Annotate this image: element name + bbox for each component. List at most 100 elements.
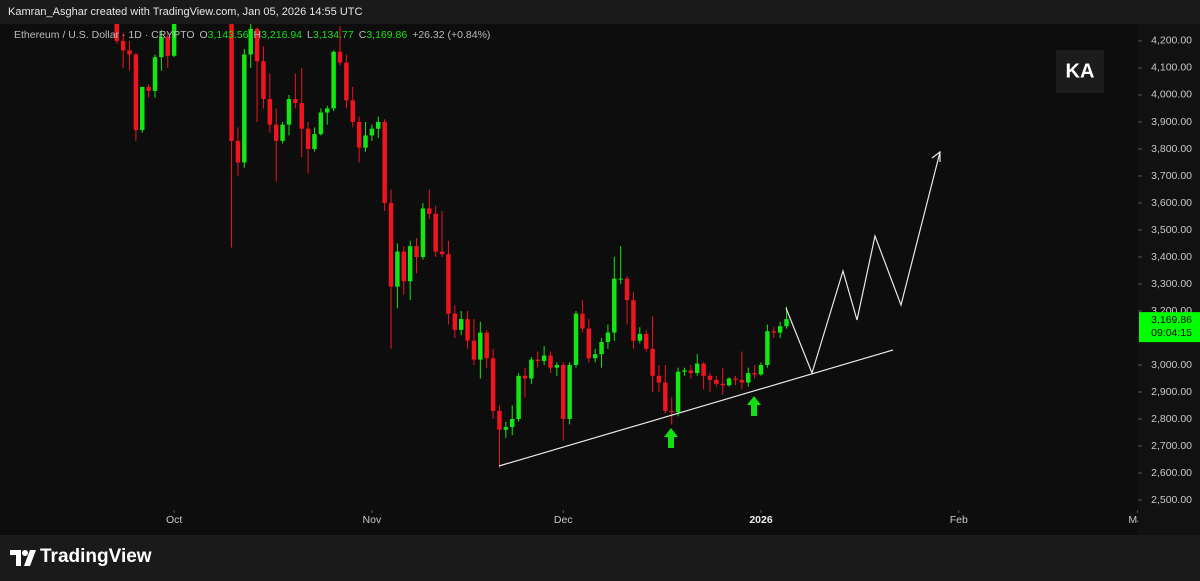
logo-box bbox=[1056, 50, 1104, 93]
candle-body bbox=[516, 375, 521, 420]
candle-body bbox=[784, 319, 789, 327]
candle-body bbox=[242, 54, 247, 163]
candle-body bbox=[701, 363, 706, 376]
candle-body bbox=[497, 410, 502, 430]
candle-body bbox=[273, 124, 279, 141]
candle-body bbox=[771, 331, 776, 333]
y-tick-label: 3,700.00 bbox=[1151, 170, 1192, 182]
candle-body bbox=[714, 379, 719, 384]
candle-body bbox=[669, 410, 674, 413]
brand-icon bbox=[10, 550, 36, 566]
candle-body bbox=[490, 358, 496, 411]
drawings bbox=[498, 150, 941, 467]
candle-body bbox=[344, 62, 349, 101]
candle-body bbox=[369, 128, 375, 136]
y-tick-label: 4,000.00 bbox=[1151, 89, 1192, 101]
x-tick-label: 2026 bbox=[749, 514, 773, 526]
y-tick-label: 2,700.00 bbox=[1151, 440, 1192, 452]
projection-arrowhead bbox=[931, 150, 941, 162]
candle-body bbox=[484, 332, 489, 359]
candle-body bbox=[376, 121, 381, 129]
candle-body bbox=[561, 364, 566, 420]
candle-body bbox=[452, 313, 458, 330]
candle-body bbox=[171, 24, 177, 56]
candle-body bbox=[363, 135, 368, 148]
candle-body bbox=[746, 373, 751, 383]
candle-body bbox=[522, 375, 528, 379]
candle-body bbox=[427, 208, 432, 214]
candle-body bbox=[503, 427, 509, 430]
candle-body bbox=[458, 319, 464, 330]
x-tick-label: Oct bbox=[166, 514, 182, 526]
candle-body bbox=[261, 61, 266, 100]
legend-key: O bbox=[199, 29, 208, 41]
price-axis bbox=[1138, 24, 1200, 535]
candle-body bbox=[618, 278, 623, 280]
candle-body bbox=[694, 363, 700, 374]
candle-body bbox=[509, 419, 515, 428]
candle-body bbox=[318, 112, 324, 135]
candle-body bbox=[159, 36, 164, 58]
candle-body bbox=[548, 355, 553, 368]
candle-body bbox=[439, 251, 445, 255]
candle-body bbox=[656, 375, 662, 383]
candle-body bbox=[612, 278, 617, 333]
legend-value: 3,134.77 bbox=[312, 29, 354, 41]
y-tick-label: 3,600.00 bbox=[1151, 197, 1192, 209]
candle-body bbox=[752, 373, 757, 375]
candle-body bbox=[554, 364, 560, 368]
candle-body bbox=[765, 331, 770, 365]
candle-body bbox=[726, 378, 732, 386]
plot-area bbox=[114, 24, 789, 468]
x-tick-label: Feb bbox=[950, 514, 968, 526]
candle-body bbox=[305, 128, 311, 149]
candle-body bbox=[133, 54, 139, 131]
candle-body bbox=[688, 370, 694, 374]
candle-body bbox=[293, 99, 298, 104]
candle-body bbox=[331, 51, 336, 109]
time-axis: Oct Nov Dec 2026 Feb Mar bbox=[166, 510, 1138, 526]
candle-body bbox=[529, 359, 534, 379]
candle-body bbox=[114, 24, 119, 41]
candle-body bbox=[465, 319, 470, 341]
candle-body bbox=[573, 313, 579, 365]
candle-body bbox=[541, 355, 547, 361]
legend-value: 3,216.94 bbox=[261, 29, 303, 41]
candle-body bbox=[337, 51, 343, 63]
legend-value: 3,169.86 bbox=[366, 29, 408, 41]
candle-body bbox=[325, 108, 330, 113]
y-tick-label: 4,200.00 bbox=[1151, 35, 1192, 47]
candle-body bbox=[280, 124, 285, 141]
candle-body bbox=[758, 364, 764, 375]
candle-body bbox=[165, 36, 170, 56]
legend-key: C bbox=[358, 29, 367, 41]
candle-body bbox=[388, 202, 394, 287]
header: Kamran_Asghar created with TradingView.c… bbox=[0, 0, 1200, 24]
x-tick-label: Nov bbox=[363, 514, 382, 526]
y-tick-label: 2,500.00 bbox=[1151, 494, 1192, 506]
candle-body bbox=[733, 378, 738, 380]
candle-body bbox=[567, 364, 572, 420]
legend-key: L bbox=[307, 29, 313, 41]
symbol: Ethereum / U.S. Dollar · 1D · CRYPTO bbox=[14, 29, 195, 41]
y-tick-label: 3,000.00 bbox=[1151, 359, 1192, 371]
price-tag bbox=[1139, 312, 1200, 343]
y-tick-label: 2,800.00 bbox=[1151, 413, 1192, 425]
candle-body bbox=[643, 333, 649, 349]
y-tick-label: 2,600.00 bbox=[1151, 467, 1192, 479]
legend-change: +26.32 (+0.84%) bbox=[412, 29, 491, 41]
candle-body bbox=[707, 375, 713, 380]
candle-body bbox=[395, 251, 400, 287]
candle-body bbox=[235, 140, 241, 163]
price-tag-price: 3,169.86 bbox=[1151, 314, 1192, 326]
candle-body bbox=[605, 332, 611, 343]
logo: KA bbox=[1056, 50, 1104, 93]
y-tick-label: 3,900.00 bbox=[1151, 116, 1192, 128]
candle-body bbox=[152, 57, 158, 91]
y-tick-label: 4,100.00 bbox=[1151, 62, 1192, 74]
candle-body bbox=[580, 313, 585, 329]
candle-body bbox=[254, 28, 260, 62]
candle-body bbox=[650, 348, 655, 376]
candle-body bbox=[229, 24, 234, 141]
candle-body bbox=[599, 342, 604, 355]
